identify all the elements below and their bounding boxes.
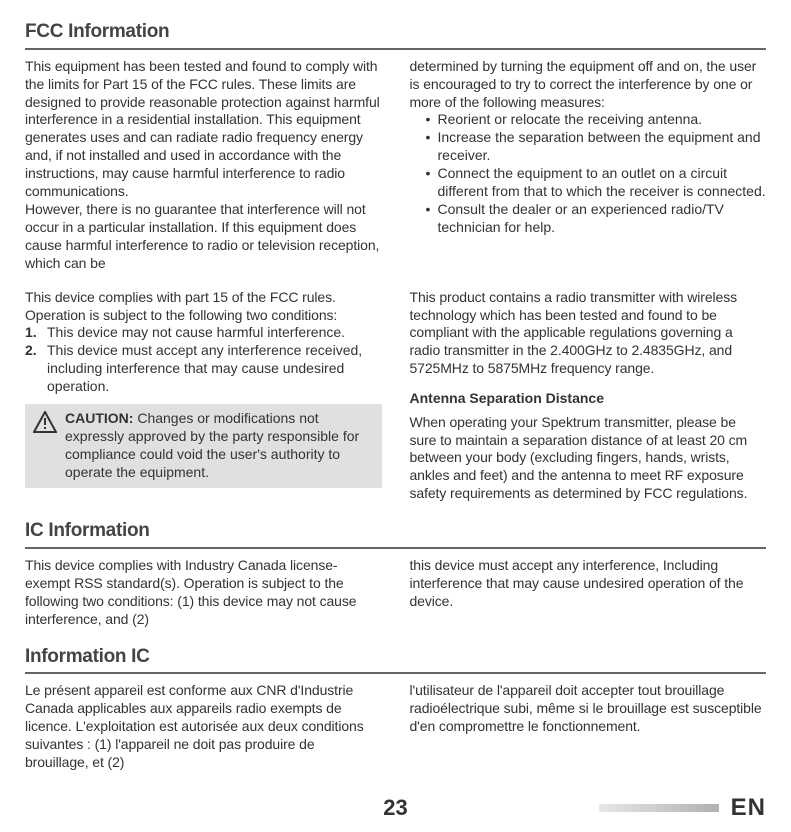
bullet-item: Connect the equipment to an outlet on a … — [426, 165, 767, 201]
fcc-row1: This equipment has been tested and found… — [25, 58, 766, 273]
ic-fr-right-text: l'utilisateur de l'appareil doit accepte… — [410, 682, 767, 736]
num-label: 2. — [25, 342, 37, 360]
ic-right: this device must accept any interference… — [410, 557, 767, 629]
num-label: 1. — [25, 324, 37, 342]
num-item: 1. This device may not cause harmful int… — [25, 324, 382, 342]
language-code: EN — [731, 793, 766, 823]
fcc-para1: This equipment has been tested and found… — [25, 58, 382, 201]
ic-fr-left-text: Le présent appareil est conforme aux CNR… — [25, 682, 382, 772]
fcc-radio-para: This product contains a radio transmitte… — [410, 289, 767, 379]
fcc-row2: This device complies with part 15 of the… — [25, 289, 766, 504]
bullet-item: Reorient or relocate the receiving anten… — [426, 111, 767, 129]
bullet-item: Consult the dealer or an experienced rad… — [426, 201, 767, 237]
antenna-para: When operating your Spektrum transmitter… — [410, 414, 767, 504]
ic-fr-left: Le présent appareil est conforme aux CNR… — [25, 682, 382, 772]
ic-fr-right: l'utilisateur de l'appareil doit accepte… — [410, 682, 767, 772]
bullet-item: Increase the separation between the equi… — [426, 129, 767, 165]
ic-right-text: this device must accept any interference… — [410, 557, 767, 611]
fcc-left-col2: This device complies with part 15 of the… — [25, 289, 382, 504]
num-item: 2. This device must accept any interfere… — [25, 342, 382, 396]
num-text: This device may not cause harmful interf… — [47, 324, 345, 340]
ic-fr-row: Le présent appareil est conforme aux CNR… — [25, 682, 766, 772]
fcc-right-intro: determined by turning the equipment off … — [410, 58, 767, 112]
fcc-heading: FCC Information — [25, 20, 766, 50]
footer-bar-icon — [599, 804, 719, 812]
page-number: 23 — [383, 794, 407, 822]
fcc-part15-intro: This device complies with part 15 of the… — [25, 289, 382, 325]
fcc-para2: However, there is no guarantee that inte… — [25, 201, 382, 273]
num-text: This device must accept any interference… — [47, 342, 362, 394]
fcc-bullets: Reorient or relocate the receiving anten… — [410, 111, 767, 236]
ic-fr-heading: Information IC — [25, 645, 766, 675]
caution-label: CAUTION: — [65, 410, 133, 426]
fcc-right-col: determined by turning the equipment off … — [410, 58, 767, 273]
ic-row: This device complies with Industry Canad… — [25, 557, 766, 629]
fcc-left-col: This equipment has been tested and found… — [25, 58, 382, 273]
ic-heading: IC Information — [25, 519, 766, 549]
fcc-right-col2: This product contains a radio transmitte… — [410, 289, 767, 504]
caution-box: CAUTION: Changes or modifications not ex… — [25, 404, 382, 488]
fcc-num-list: 1. This device may not cause harmful int… — [25, 324, 382, 396]
page-footer: 23 EN — [25, 794, 766, 822]
caution-text: CAUTION: Changes or modifications not ex… — [65, 410, 374, 482]
antenna-heading: Antenna Separation Distance — [410, 390, 767, 408]
ic-left: This device complies with Industry Canad… — [25, 557, 382, 629]
ic-left-text: This device complies with Industry Canad… — [25, 557, 382, 629]
warning-icon — [33, 411, 57, 438]
footer-right: EN — [599, 793, 766, 823]
